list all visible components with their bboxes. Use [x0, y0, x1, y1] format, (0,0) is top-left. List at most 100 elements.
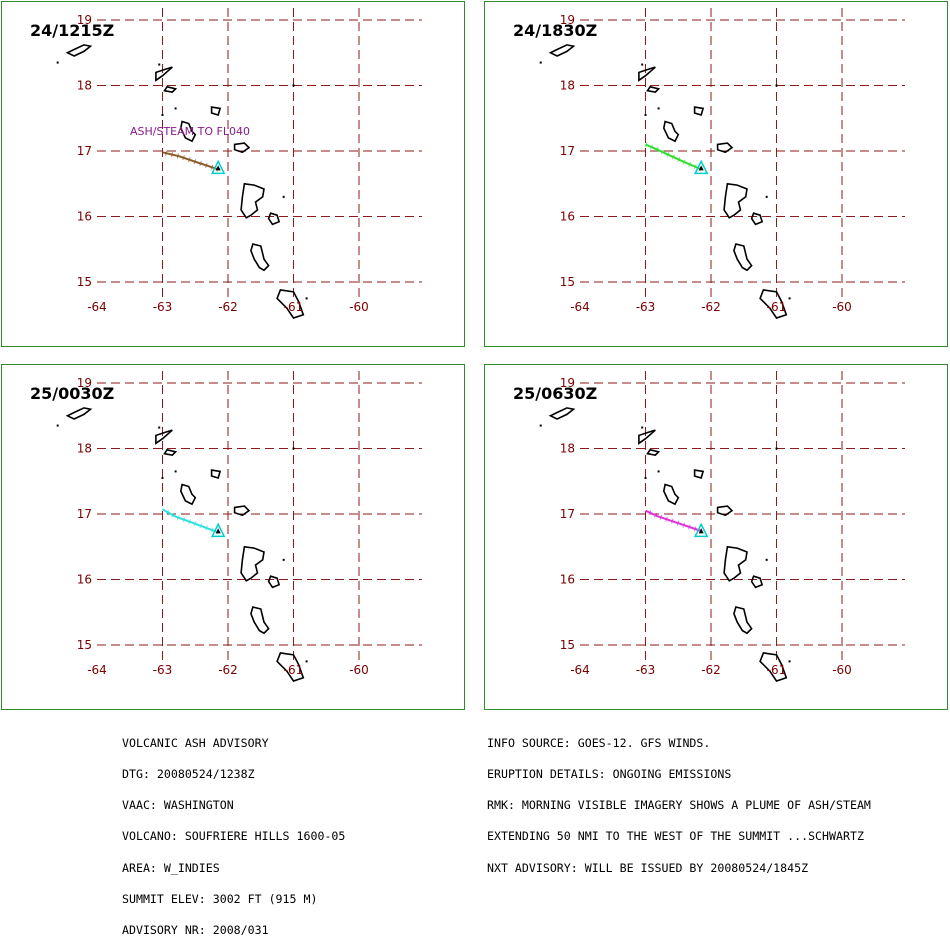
- volcano-summit: [698, 528, 704, 534]
- islet: [56, 61, 59, 64]
- map-canvas: 19 18 17 16 15 -64 -63 -62 -61 -60 24/1830Z: [513, 8, 905, 319]
- advisory-line: EXTENDING 50 NMI TO THE WEST OF THE SUMM…: [487, 829, 864, 844]
- islet: [657, 107, 660, 110]
- advisory-line: DTG: 20080524/1238Z: [122, 767, 255, 782]
- volcano-icon: [210, 159, 226, 175]
- lat-label: 19: [77, 376, 92, 390]
- lon-label: -64: [570, 663, 590, 677]
- lat-label: 18: [77, 79, 92, 93]
- islet: [282, 558, 285, 561]
- island-outline: [267, 575, 281, 589]
- lat-label: 17: [77, 507, 92, 521]
- islet: [775, 84, 778, 87]
- valid-time-label: 24/1215Z: [30, 21, 114, 40]
- islet: [644, 113, 647, 116]
- island-outline: [716, 505, 734, 517]
- advisory-details-text: INFO SOURCE: GOES-12. GFS WINDS. ERUPTIO…: [487, 717, 871, 883]
- islet: [641, 426, 644, 429]
- lon-label: -61: [767, 300, 787, 314]
- lon-label: -63: [153, 300, 173, 314]
- advisory-line: INFO SOURCE: GOES-12. GFS WINDS.: [487, 735, 711, 750]
- lat-label: 17: [560, 507, 575, 521]
- island-outline: [163, 448, 178, 456]
- island-outline: [240, 182, 265, 219]
- map-panel-1: 19 18 17 16 15 -64 -63 -62 -61 -60 24/1215Z ASH/STE…: [1, 1, 465, 347]
- island-outline: [179, 483, 197, 506]
- advisory-line: NXT ADVISORY: WILL BE ISSUED BY 20080524…: [487, 860, 809, 875]
- island-outline: [548, 44, 576, 57]
- islet: [305, 660, 308, 663]
- lon-label: -60: [832, 663, 852, 677]
- lat-label: 16: [77, 210, 92, 224]
- island-outline: [65, 407, 93, 420]
- map-canvas: 19 18 17 16 15 -64 -63 -62 -61 -60 25/0630Z: [513, 371, 905, 682]
- islet: [765, 558, 768, 561]
- lat-label: 19: [560, 13, 575, 27]
- island-outline: [646, 448, 661, 456]
- island-outline: [276, 289, 305, 319]
- island-outline: [163, 85, 178, 93]
- island-outline: [240, 545, 265, 582]
- island-outline: [250, 243, 270, 272]
- island-outline: [733, 243, 753, 272]
- lon-label: -62: [701, 300, 721, 314]
- island-outline: [733, 606, 753, 635]
- islet: [56, 424, 59, 427]
- volcano-summit: [215, 528, 221, 534]
- island-outline: [662, 120, 680, 143]
- island-outline: [155, 429, 173, 445]
- valid-time-label: 25/0030Z: [30, 384, 114, 403]
- island-outline: [179, 120, 197, 143]
- island-outline: [250, 606, 270, 635]
- island-outline: [759, 652, 788, 682]
- lon-label: -60: [832, 300, 852, 314]
- lat-label: 15: [77, 275, 92, 289]
- lon-label: -60: [349, 300, 369, 314]
- island-outline: [548, 407, 576, 420]
- lat-label: 15: [560, 275, 575, 289]
- map-panel-4: 19 18 17 16 15 -64 -63 -62 -61 -60 25/0630Z: [484, 364, 948, 710]
- island-outline: [210, 469, 222, 480]
- islet: [539, 61, 542, 64]
- islet: [158, 63, 161, 66]
- lat-label: 16: [77, 573, 92, 587]
- island-outline: [638, 66, 656, 82]
- lon-label: -64: [87, 663, 107, 677]
- volcano-icon: [693, 159, 709, 175]
- lon-label: -62: [218, 663, 238, 677]
- lat-label: 17: [560, 144, 575, 158]
- volcano-summit: [215, 165, 221, 171]
- islet: [788, 297, 791, 300]
- island-outline: [693, 106, 705, 117]
- advisory-line: VOLCANO: SOUFRIERE HILLS 1600-05: [122, 829, 346, 844]
- lon-label: -62: [218, 300, 238, 314]
- islet: [292, 84, 295, 87]
- map-panel-3: 19 18 17 16 15 -64 -63 -62 -61 -60 25/0030Z: [1, 364, 465, 710]
- volcano-icon: [693, 522, 709, 538]
- islet: [292, 447, 295, 450]
- map-canvas: 19 18 17 16 15 -64 -63 -62 -61 -60 24/1215Z ASH/STE…: [30, 8, 422, 319]
- islet: [174, 107, 177, 110]
- ash-plume-line: [645, 143, 702, 171]
- island-outline: [65, 44, 93, 57]
- islet: [161, 476, 164, 479]
- islet: [282, 195, 285, 198]
- island-outline: [750, 212, 764, 226]
- advisory-line: ERUPTION DETAILS: ONGOING EMISSIONS: [487, 767, 732, 782]
- lon-label: -62: [701, 663, 721, 677]
- lon-label: -61: [284, 663, 304, 677]
- lat-label: 17: [77, 144, 92, 158]
- volcano-summit: [698, 165, 704, 171]
- advisory-header-text: VOLCANIC ASH ADVISORY DTG: 20080524/1238…: [122, 717, 345, 946]
- island-outline: [638, 429, 656, 445]
- plume-annotation: ASH/STEAM TO FL040: [130, 125, 250, 138]
- islet: [161, 113, 164, 116]
- islet: [539, 424, 542, 427]
- island-outline: [155, 66, 173, 82]
- islet: [775, 447, 778, 450]
- island-outline: [662, 483, 680, 506]
- lon-label: -61: [767, 663, 787, 677]
- lat-label: 16: [560, 573, 575, 587]
- lon-label: -63: [153, 663, 173, 677]
- ash-plume-edge: [161, 507, 220, 535]
